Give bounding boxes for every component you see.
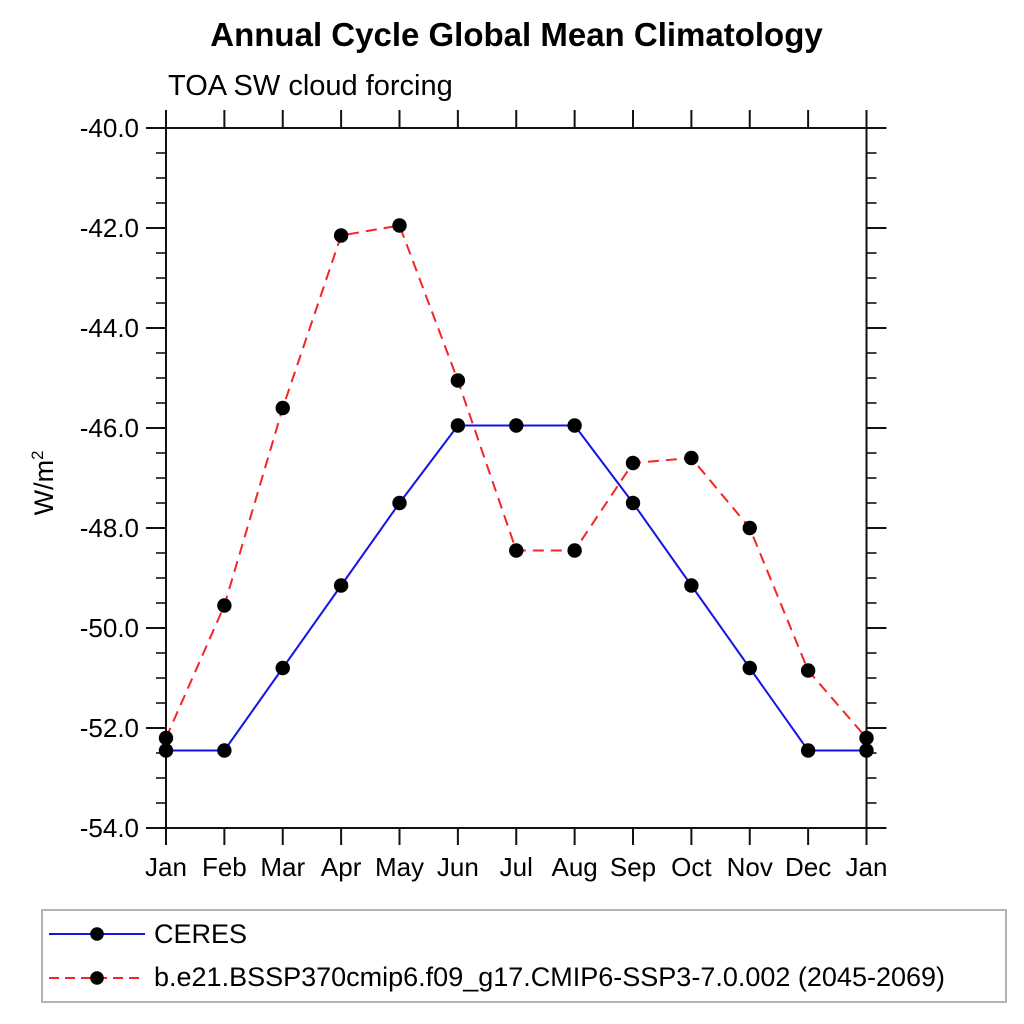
chart-title: Annual Cycle Global Mean Climatology (210, 16, 823, 53)
data-point-marker (450, 418, 466, 433)
data-point-marker (567, 543, 582, 558)
x-tick-label: Jan (846, 852, 888, 882)
data-point-marker (859, 730, 874, 746)
data-point-marker (800, 743, 816, 758)
y-tick-label: -46.0 (80, 413, 139, 443)
data-point-marker (392, 218, 407, 233)
legend-label-ceres: CERES (154, 918, 248, 949)
x-tick-label: Dec (785, 852, 831, 882)
series-ceres (158, 418, 874, 758)
x-tick-label: Jun (437, 852, 479, 882)
x-tick-label: Jan (145, 852, 187, 882)
data-point-marker (158, 730, 174, 746)
data-point-marker (567, 418, 582, 433)
y-tick-label: -50.0 (80, 613, 139, 643)
legend-label-model: b.e21.BSSP370cmip6.f09_g17.CMIP6-SSP3-7.… (154, 962, 946, 993)
x-tick-label: Nov (727, 852, 773, 882)
data-point-marker (684, 450, 699, 466)
data-point-marker (333, 228, 349, 243)
y-tick-label: -40.0 (80, 113, 139, 143)
x-tick-label: Feb (202, 852, 247, 882)
y-tick-label: -54.0 (80, 813, 139, 843)
data-point-marker (625, 455, 641, 471)
ceres-legend-line-marker-icon (49, 927, 145, 942)
x-tick-label: May (375, 852, 424, 882)
data-point-marker (859, 743, 874, 758)
legend-row-ceres: CERES (47, 914, 1005, 954)
data-point-marker (217, 743, 232, 758)
data-point-marker (333, 578, 349, 593)
x-tick-label: Jul (500, 852, 533, 882)
data-point-marker (275, 400, 290, 416)
legend: CERES b.e21.BSSP370cmip6.f09_g17.CMIP6-S… (41, 909, 1007, 1003)
y-tick-label: -48.0 (80, 513, 139, 543)
data-point-marker (684, 578, 699, 593)
x-tick-label: Aug (551, 852, 597, 882)
data-point-marker (800, 663, 816, 678)
data-point-marker (742, 660, 757, 676)
x-tick-label: Oct (671, 852, 712, 882)
data-point-marker (275, 660, 290, 676)
y-tick-label: -42.0 (80, 213, 139, 243)
data-point-marker (217, 598, 232, 613)
y-tick-label: -52.0 (80, 713, 139, 743)
data-point-marker (158, 743, 174, 758)
model-legend-line-marker-icon (49, 970, 145, 985)
y-tick-label: -44.0 (80, 313, 139, 343)
data-point-marker (625, 495, 641, 511)
data-point-marker (450, 373, 466, 388)
data-point-marker (742, 520, 757, 536)
data-point-marker (392, 495, 407, 511)
x-tick-label: Mar (260, 852, 305, 882)
x-tick-label: Apr (321, 852, 362, 882)
axes (146, 110, 887, 845)
series-model (158, 218, 874, 746)
chart-subtitle: TOA SW cloud forcing (168, 70, 453, 102)
data-point-marker (509, 418, 524, 433)
axis-tick-labels: -40.0 -42.0 -44.0 -46.0 -48.0 -50.0 -52.0 -54.0… (80, 113, 888, 882)
legend-row-model: b.e21.BSSP370cmip6.f09_g17.CMIP6-SSP3-7.… (47, 958, 1005, 998)
data-point-marker (509, 543, 524, 558)
x-tick-label: Sep (610, 852, 656, 882)
